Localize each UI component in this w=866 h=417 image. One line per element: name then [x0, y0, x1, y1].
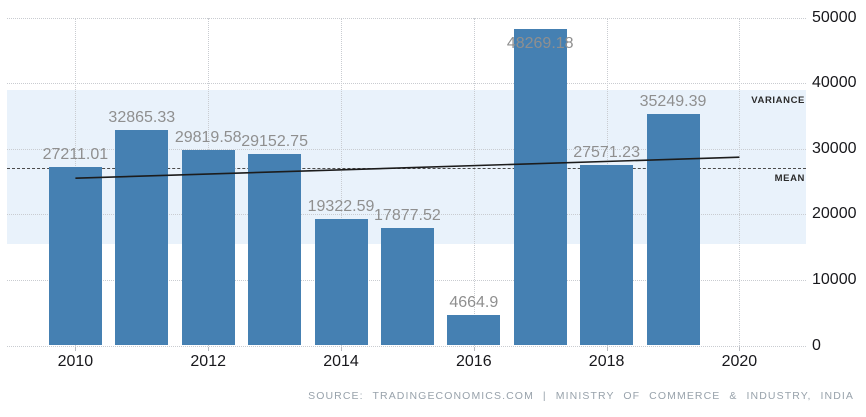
gridline-horizontal [7, 17, 806, 19]
bar-value-label: 32865.33 [108, 108, 176, 126]
gridline-horizontal [7, 214, 806, 216]
gridline-vertical [739, 17, 741, 346]
gridline-horizontal [7, 345, 806, 347]
bar-value-label: 29819.58 [174, 128, 242, 146]
bar-2016[interactable] [447, 314, 501, 346]
bar-2015[interactable] [380, 228, 434, 346]
x-axis-tick-label: 2018 [588, 353, 625, 370]
bar-value-label: 17877.52 [374, 207, 441, 225]
source-text: SOURCE: TRADINGECONOMICS.COM | MINISTRY … [308, 390, 854, 402]
x-axis-tick-label: 2016 [456, 353, 492, 370]
y-axis-tick-label: 20000 [812, 205, 857, 223]
bar-2010[interactable] [48, 166, 102, 346]
x-axis-tick [75, 346, 77, 351]
x-axis-tick-label: 2014 [323, 353, 359, 370]
bar-value-label: 19322.59 [307, 197, 375, 215]
x-axis-tick [473, 346, 475, 351]
y-axis-tick-label: 30000 [812, 139, 857, 157]
x-axis-tick-label: 2010 [57, 353, 94, 370]
gridline-vertical [341, 17, 342, 346]
x-axis-tick [606, 346, 608, 351]
bar-value-label: 48269.18 [506, 34, 574, 52]
x-axis-tick [208, 346, 210, 351]
gridline-horizontal [7, 83, 806, 85]
y-axis-tick-label: 10000 [812, 270, 857, 288]
y-axis-tick-label: 50000 [812, 8, 857, 26]
x-axis-tick [341, 346, 342, 351]
x-axis-tick-label: 2012 [190, 353, 226, 370]
bar-2012[interactable] [181, 149, 235, 346]
bar-2018[interactable] [580, 164, 634, 346]
bar-value-label: 4664.9 [449, 293, 499, 311]
gridline-horizontal [7, 148, 806, 150]
bar-value-label: 35249.39 [639, 93, 707, 111]
x-axis-tick [739, 346, 741, 351]
variance-label: VARIANCE [751, 95, 805, 106]
y-axis-tick-label: 40000 [812, 74, 857, 92]
bar-2017[interactable] [513, 28, 567, 346]
gridline-vertical [473, 17, 475, 346]
y-axis-tick-label: 0 [812, 336, 821, 354]
mean-label: MEAN [774, 173, 805, 184]
bar-2011[interactable] [115, 129, 169, 346]
bar-2014[interactable] [314, 218, 368, 346]
bar-2019[interactable] [646, 114, 700, 346]
bar-value-label: 27571.23 [573, 143, 640, 161]
bar-value-label: 29152.75 [241, 133, 308, 151]
bar-value-label: 27211.01 [42, 145, 109, 163]
x-axis-tick-label: 2020 [721, 353, 758, 370]
bar-2013[interactable] [248, 154, 302, 346]
